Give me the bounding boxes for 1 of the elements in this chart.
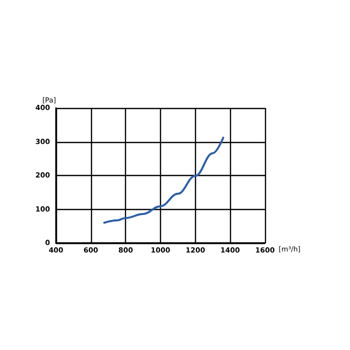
line-series	[103, 136, 224, 224]
